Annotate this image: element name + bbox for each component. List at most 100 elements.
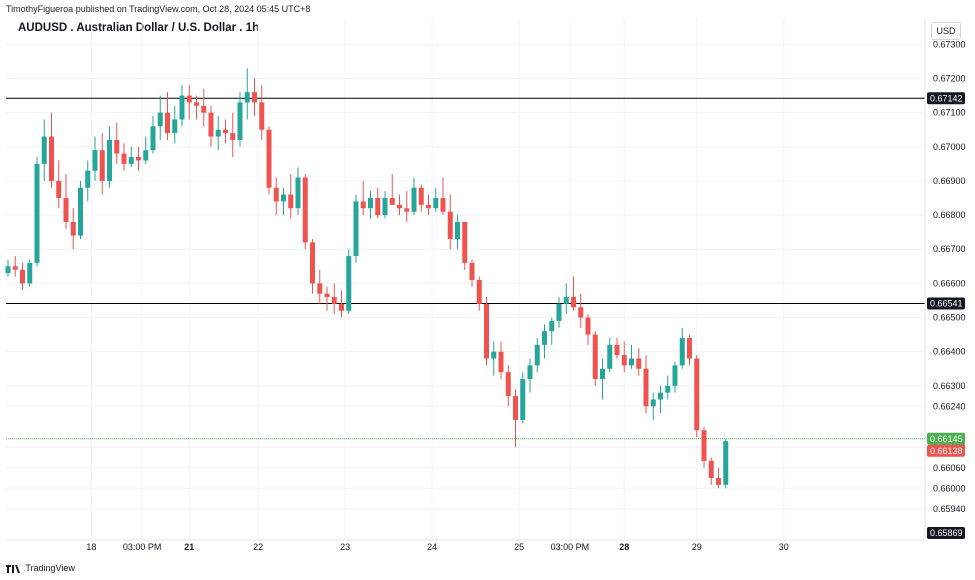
candle <box>520 372 526 424</box>
price-axis-labels: 0.67142 0.66541 0.66145 0.66138 0.65869 <box>927 92 965 539</box>
candle <box>658 385 663 414</box>
price-tick-label: 0.66800 <box>933 210 966 220</box>
candle <box>368 191 373 219</box>
price-tick-label: 0.66500 <box>933 313 966 323</box>
chart-title: AUDUSD . Australian Dollar / U.S. Dollar… <box>18 22 260 34</box>
candle <box>629 344 634 369</box>
price-tick-label: 0.66060 <box>933 463 966 473</box>
candle <box>679 327 685 369</box>
price-tick-label: 0.67300 <box>933 39 966 49</box>
candle <box>128 146 134 168</box>
level-price-tag <box>927 92 965 105</box>
candle <box>578 293 584 328</box>
candle <box>556 297 562 328</box>
candle <box>49 112 54 188</box>
price-tick-label: 0.65940 <box>933 504 966 514</box>
level-price-label: 0.67142 <box>930 93 963 103</box>
level-price-tag <box>927 297 965 310</box>
candle <box>63 174 69 229</box>
time-tick-label: 03:00 PM <box>551 542 590 552</box>
grid-lines <box>6 18 925 540</box>
candle <box>78 180 83 239</box>
candle <box>621 341 627 373</box>
candle <box>455 215 460 250</box>
candles <box>5 68 729 489</box>
candle <box>114 122 120 164</box>
candle <box>585 314 591 345</box>
price-tick-label: 0.66240 <box>933 401 966 411</box>
candle <box>223 119 228 144</box>
candle <box>99 133 105 195</box>
price-tag <box>927 527 965 539</box>
time-tick-label: 21 <box>184 542 194 552</box>
price-tick-label: 0.66300 <box>933 381 966 391</box>
candle <box>56 160 62 209</box>
current-price-label: 0.66145 <box>930 434 963 444</box>
candle <box>701 426 707 468</box>
candle <box>353 194 359 263</box>
candle <box>513 389 518 448</box>
candle <box>360 180 366 216</box>
candle <box>5 259 11 277</box>
price-tick-label: 0.67000 <box>933 142 966 152</box>
price-tag-label: 0.66138 <box>930 446 963 456</box>
candle <box>716 467 721 489</box>
candle <box>165 92 170 140</box>
candle <box>636 348 642 376</box>
candle <box>186 85 192 120</box>
candle <box>614 338 620 359</box>
candle <box>411 177 417 216</box>
currency-button[interactable]: USD <box>931 22 961 40</box>
time-tick-label: 24 <box>427 542 437 552</box>
time-tick-label: 30 <box>779 542 789 552</box>
horizontal-levels <box>6 97 925 440</box>
candle <box>491 341 497 376</box>
footer-brand-label: TradingView <box>25 563 75 573</box>
candle <box>665 375 671 400</box>
candle <box>259 85 265 140</box>
candle <box>317 269 323 304</box>
price-tag <box>927 444 965 457</box>
candle <box>281 187 286 216</box>
level-price-label: 0.66541 <box>930 299 963 309</box>
candle <box>230 112 236 158</box>
candle <box>136 146 141 171</box>
candle <box>237 92 243 147</box>
time-tick-label: 25 <box>514 542 524 552</box>
time-tick-label: 28 <box>619 542 629 552</box>
candle <box>723 438 729 489</box>
candle <box>215 116 221 151</box>
current-price-tag <box>927 432 965 445</box>
candle <box>157 95 163 140</box>
candle <box>41 119 47 181</box>
price-tick-label: 0.66000 <box>933 483 966 493</box>
candle <box>447 194 453 250</box>
candle <box>20 262 25 291</box>
candle <box>397 194 402 216</box>
candle <box>650 392 656 420</box>
price-tick-label: 0.66900 <box>933 176 966 186</box>
candle <box>339 290 344 318</box>
candle <box>346 249 352 315</box>
candle <box>375 187 381 219</box>
candle <box>563 283 569 315</box>
candle <box>273 177 279 216</box>
candle <box>150 116 156 154</box>
candle <box>462 221 468 270</box>
candle <box>607 338 613 373</box>
candle <box>498 341 504 379</box>
candle <box>121 143 127 171</box>
candle <box>12 256 18 277</box>
price-tick-label: 0.67200 <box>933 73 966 83</box>
candle <box>527 358 533 393</box>
time-tick-label: 22 <box>253 542 263 552</box>
candle <box>194 95 199 120</box>
candle <box>549 317 555 345</box>
time-tick-label: 23 <box>340 542 350 552</box>
candle <box>643 355 649 414</box>
candle <box>288 174 294 219</box>
candle <box>310 238 315 294</box>
candle <box>382 191 388 219</box>
candle <box>179 85 185 127</box>
